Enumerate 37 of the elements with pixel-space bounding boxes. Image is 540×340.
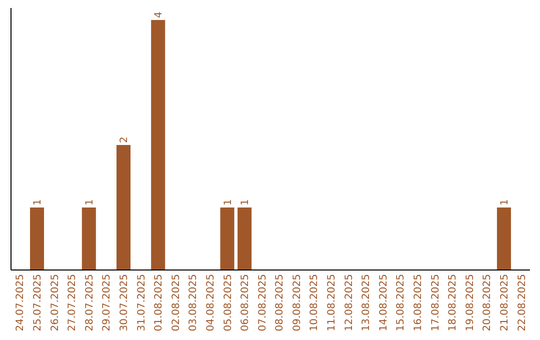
x-tick-label: 12.08.2025 [344, 274, 355, 332]
data-label: 1 [222, 199, 234, 206]
data-label: 1 [240, 199, 252, 206]
x-tick-label: 21.08.2025 [499, 274, 510, 332]
x-tick-label: 14.08.2025 [378, 274, 390, 332]
x-tick-label: 01.08.2025 [154, 274, 165, 332]
x-tick-label: 04.08.2025 [205, 274, 216, 332]
x-tick-label: 08.08.2025 [274, 274, 286, 332]
x-tick-label: 29.07.2025 [102, 274, 113, 332]
x-tick-label: 22.08.2025 [516, 274, 528, 332]
x-tick-label: 26.07.2025 [50, 274, 61, 332]
x-tick-label: 07.08.2025 [257, 274, 268, 332]
x-tick-label: 28.07.2025 [84, 274, 96, 332]
data-label: 2 [119, 136, 130, 143]
x-tick-label: 17.08.2025 [430, 274, 442, 332]
data-label: 1 [84, 199, 96, 206]
x-tick-label: 11.08.2025 [326, 274, 338, 332]
x-tick-label: 06.08.2025 [240, 274, 252, 332]
x-tick-label: 24.07.2025 [15, 274, 26, 332]
x-tick-label: 15.08.2025 [396, 274, 407, 332]
data-label: 1 [499, 199, 510, 206]
x-tick-label: 10.08.2025 [309, 274, 320, 332]
data-label: 1 [32, 199, 44, 206]
x-tick-label: 05.08.2025 [222, 274, 234, 332]
x-tick-label: 19.08.2025 [464, 274, 476, 332]
x-tick-label: 25.07.2025 [32, 274, 44, 332]
x-tick-label: 20.08.2025 [482, 274, 494, 332]
x-tick-label: 13.08.2025 [361, 274, 372, 332]
x-tick-label: 31.07.2025 [136, 274, 148, 332]
x-tick-label: 30.07.2025 [119, 274, 130, 332]
x-tick-label: 16.08.2025 [413, 274, 424, 332]
x-tick-label: 27.07.2025 [67, 274, 78, 332]
x-tick-label: 18.08.2025 [448, 274, 459, 332]
x-tick-label: 09.08.2025 [292, 274, 303, 332]
x-tick-label: 02.08.2025 [170, 274, 182, 332]
data-label: 4 [154, 12, 165, 18]
x-tick-label: 03.08.2025 [188, 274, 200, 332]
